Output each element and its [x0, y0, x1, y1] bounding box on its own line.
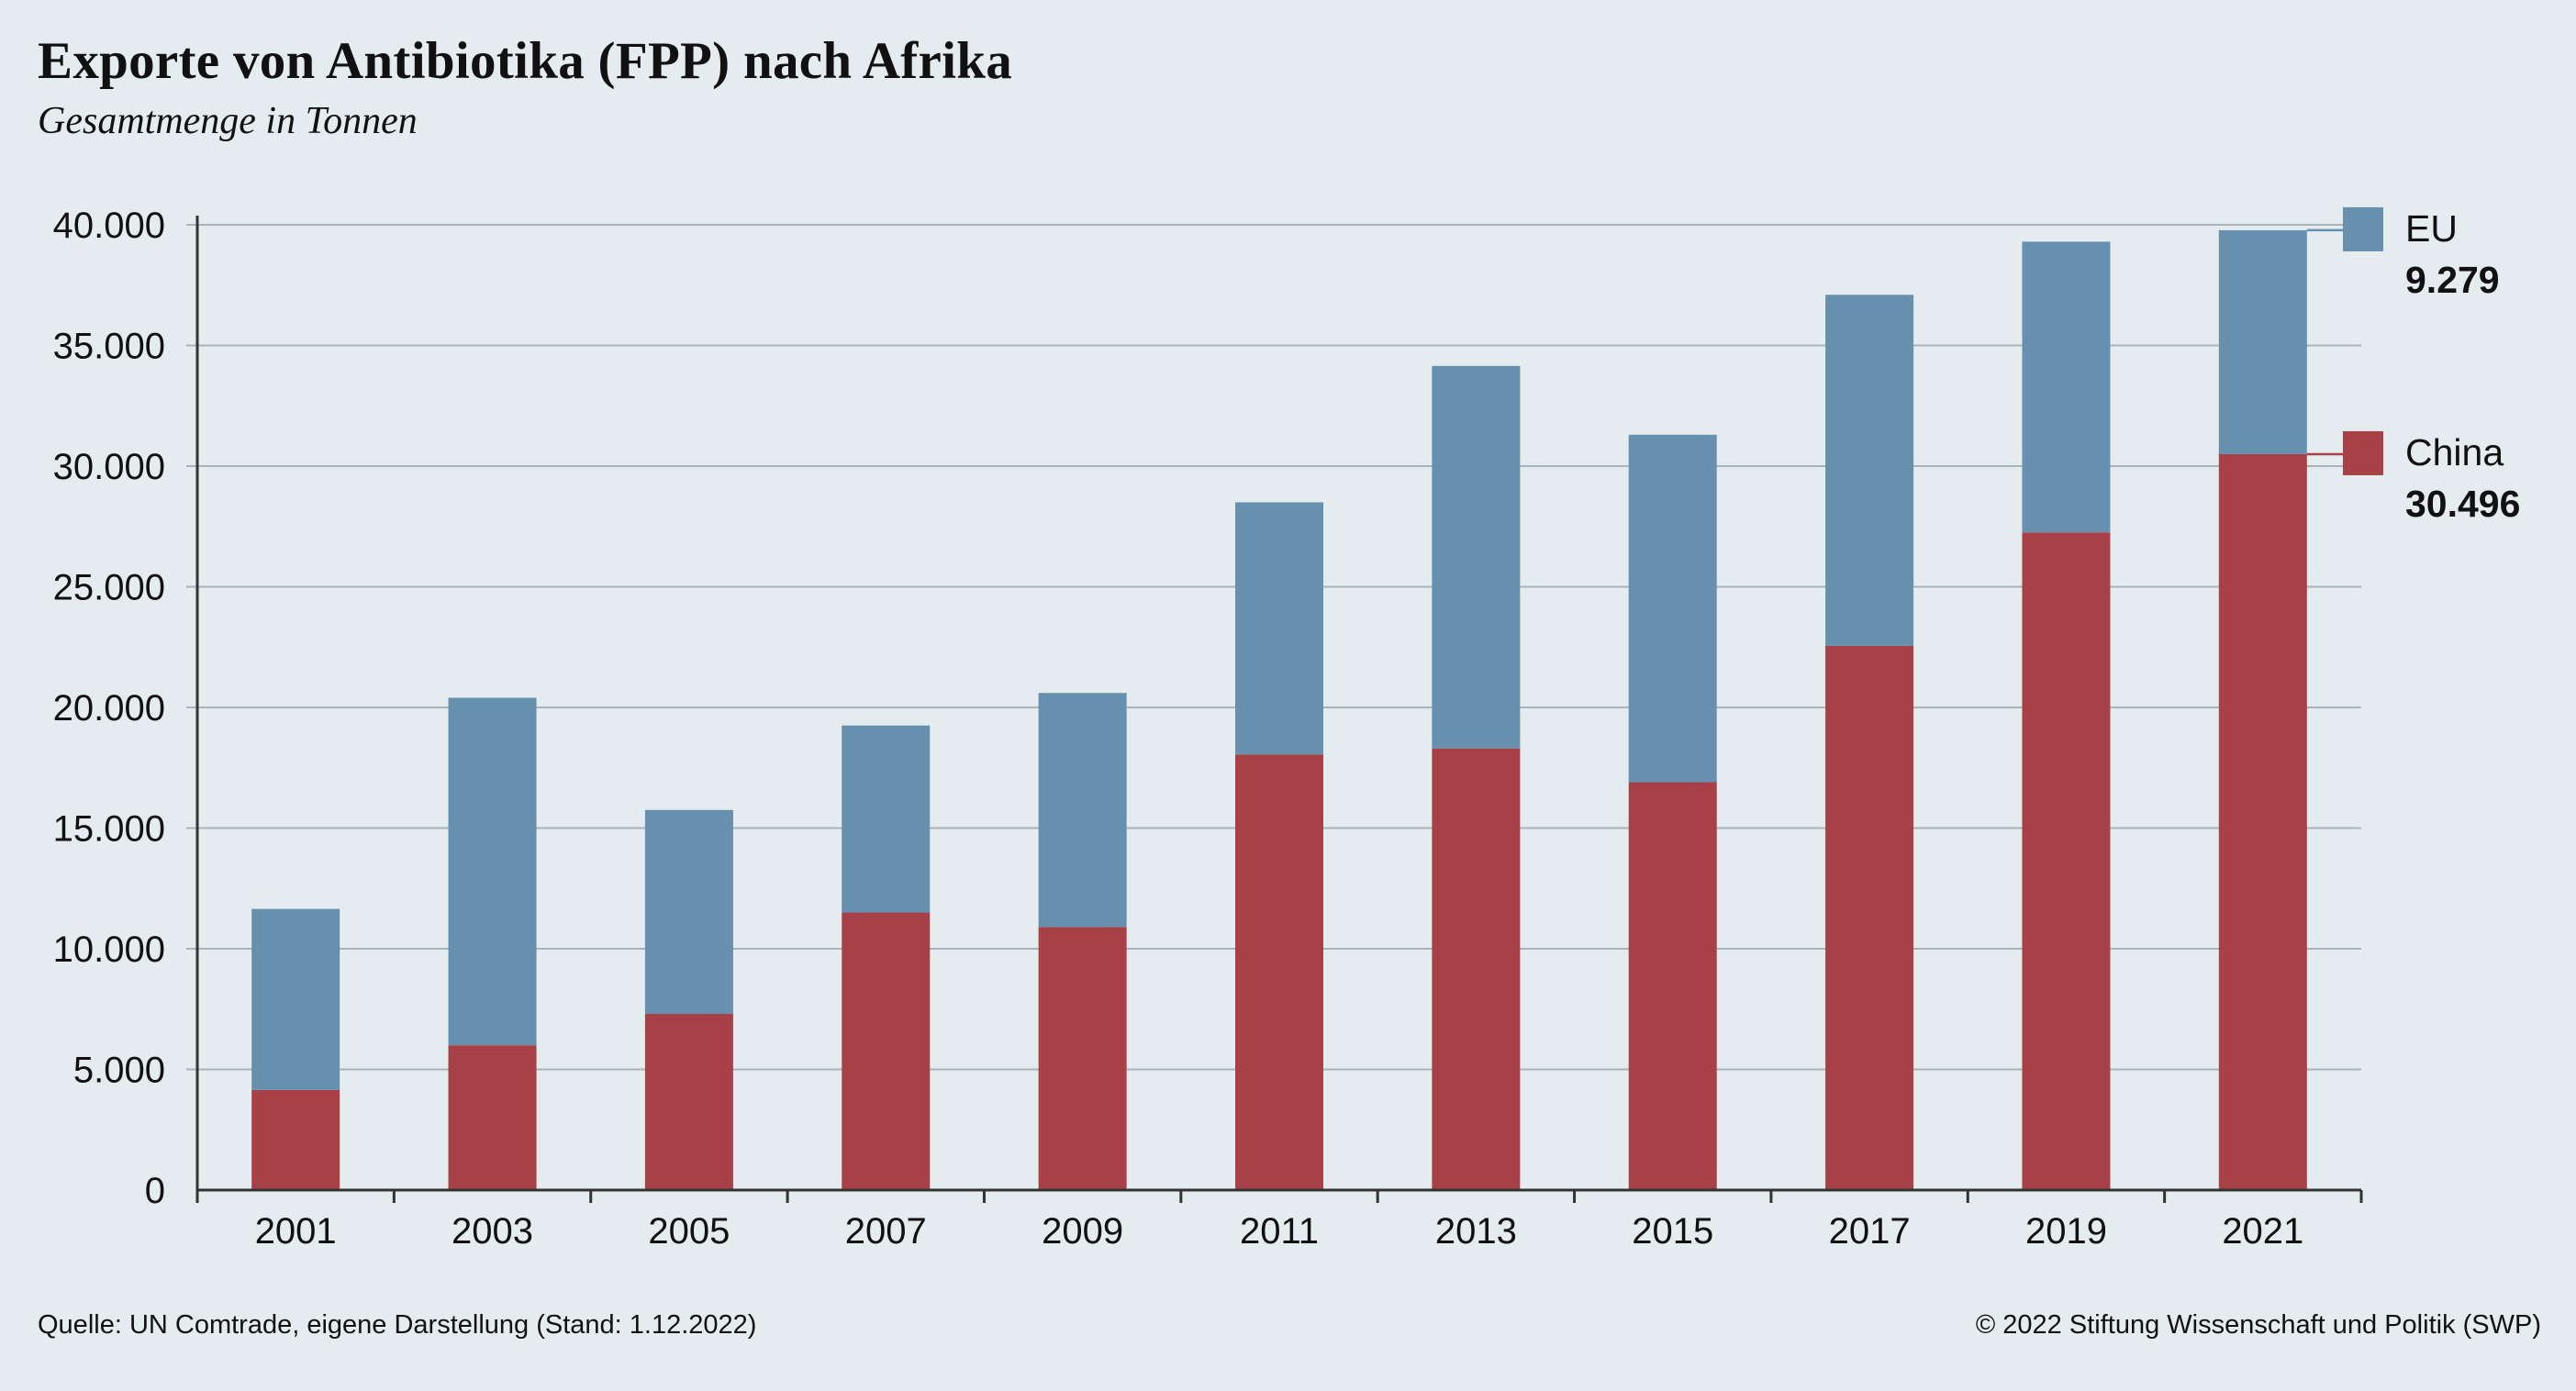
bar-eu-2005	[644, 809, 733, 1015]
bar-eu-2009	[1038, 693, 1127, 928]
bar-china-2015	[1628, 782, 1717, 1190]
bar-china-2019	[2022, 532, 2111, 1190]
x-tick-label: 2011	[1240, 1211, 1319, 1252]
bar-china-2011	[1235, 754, 1323, 1190]
chart-subtitle: Gesamtmenge in Tonnen	[38, 100, 418, 142]
y-tick-label: 35.000	[53, 327, 165, 367]
y-tick-label: 25.000	[53, 568, 165, 608]
bar-china-2005	[644, 1014, 733, 1190]
x-tick-label: 2021	[2222, 1211, 2303, 1252]
y-tick-label: 5.000	[73, 1051, 165, 1091]
bar-china-2003	[448, 1045, 537, 1190]
x-tick-label: 2001	[255, 1211, 337, 1252]
x-tick-label: 2009	[1042, 1211, 1123, 1252]
bar-china-2017	[1825, 645, 1914, 1190]
y-tick-label: 40.000	[53, 206, 165, 246]
bar-china-2013	[1432, 748, 1521, 1190]
bar-eu-2003	[448, 697, 537, 1046]
bar-eu-2019	[2022, 241, 2111, 533]
legend-swatch-eu	[2343, 206, 2383, 251]
x-tick-label: 2007	[845, 1211, 927, 1252]
bar-eu-2021	[2218, 229, 2307, 454]
y-tick-label: 30.000	[53, 447, 165, 487]
bar-eu-2011	[1235, 502, 1323, 755]
bar-eu-2017	[1825, 295, 1914, 646]
bar-china-2009	[1038, 927, 1127, 1190]
copyright-note: © 2022 Stiftung Wissenschaft und Politik…	[1975, 1310, 2541, 1340]
bar-eu-2013	[1432, 365, 1521, 749]
y-tick-label: 15.000	[53, 809, 165, 850]
x-tick-label: 2005	[648, 1211, 730, 1252]
source-note: Quelle: UN Comtrade, eigene Darstellung …	[38, 1310, 757, 1340]
legend-value-china: 30.496	[2405, 483, 2520, 525]
y-tick-label: 0	[145, 1171, 165, 1211]
x-tick-label: 2015	[1632, 1211, 1713, 1252]
bar-china-2021	[2218, 453, 2307, 1190]
x-tick-label: 2019	[2025, 1211, 2107, 1252]
bar-eu-2001	[251, 908, 340, 1090]
legend-swatch-china	[2343, 430, 2383, 475]
x-tick-label: 2003	[452, 1211, 533, 1252]
legend-label-china: China	[2405, 431, 2504, 473]
legend-value-eu: 9.279	[2405, 259, 2500, 301]
x-tick-label: 2013	[1435, 1211, 1517, 1252]
bar-eu-2015	[1628, 434, 1717, 783]
bar-china-2007	[842, 912, 931, 1190]
legend-label-eu: EU	[2405, 207, 2458, 250]
y-tick-label: 20.000	[53, 688, 165, 729]
x-tick-label: 2017	[1829, 1211, 1911, 1252]
bar-china-2001	[251, 1089, 340, 1190]
chart-title: Exporte von Antibiotika (FPP) nach Afrik…	[38, 32, 1013, 90]
y-tick-label: 10.000	[53, 929, 165, 970]
bar-eu-2007	[842, 725, 931, 913]
